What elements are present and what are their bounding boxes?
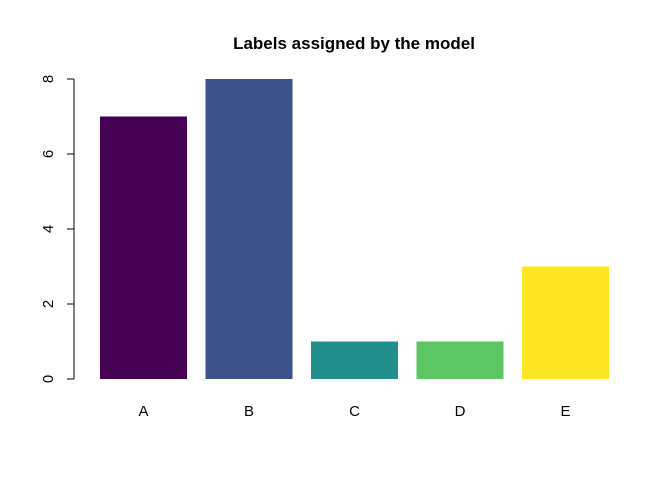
bar-B [205, 79, 293, 379]
bar-E [522, 266, 609, 379]
y-tick-label: 0 [40, 375, 57, 383]
bar-D [416, 341, 504, 379]
bars [100, 79, 609, 379]
y-tick-label: 2 [40, 300, 57, 308]
chart-title: Labels assigned by the model [233, 34, 475, 53]
bar-A [100, 116, 187, 379]
y-axis: 0 2 4 6 8 [40, 75, 75, 383]
y-tick-label: 4 [40, 225, 57, 233]
y-tick-label: 8 [40, 75, 57, 83]
bar-C [311, 341, 398, 379]
x-tick-label-D: D [455, 403, 466, 420]
x-tick-label-A: A [138, 403, 148, 420]
x-tick-label-B: B [244, 403, 254, 420]
x-tick-label-E: E [560, 403, 570, 420]
x-axis-labels: A B C D E [138, 403, 570, 420]
x-tick-label-C: C [349, 403, 360, 420]
y-tick-label: 6 [40, 150, 57, 158]
